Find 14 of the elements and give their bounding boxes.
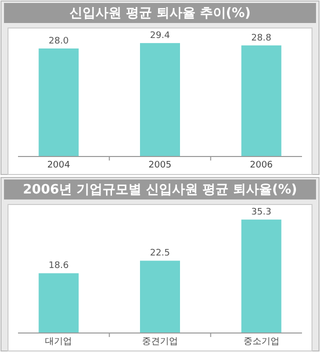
x-tick-label: 2004 [47,160,70,170]
chart-title: 신입사원 평균 퇴사율 추이(%) [69,6,251,21]
x-tick-label: 2005 [148,160,172,170]
x-tick-label: 2006 [250,160,274,170]
chart-title: 2006년 기업규모별 신입사원 평균 퇴사율(%) [22,182,298,198]
x-tick-label: 중소기업 [243,337,280,347]
data-label: 22.5 [150,248,170,259]
data-label: 28.8 [251,33,272,44]
data-label: 35.3 [251,208,272,218]
data-label: 29.4 [150,31,170,42]
x-tick-label: 대기업 [45,337,72,347]
data-label: 18.6 [48,261,69,272]
data-label: 28.0 [48,36,69,46]
x-tick-label: 중견기업 [142,337,178,347]
